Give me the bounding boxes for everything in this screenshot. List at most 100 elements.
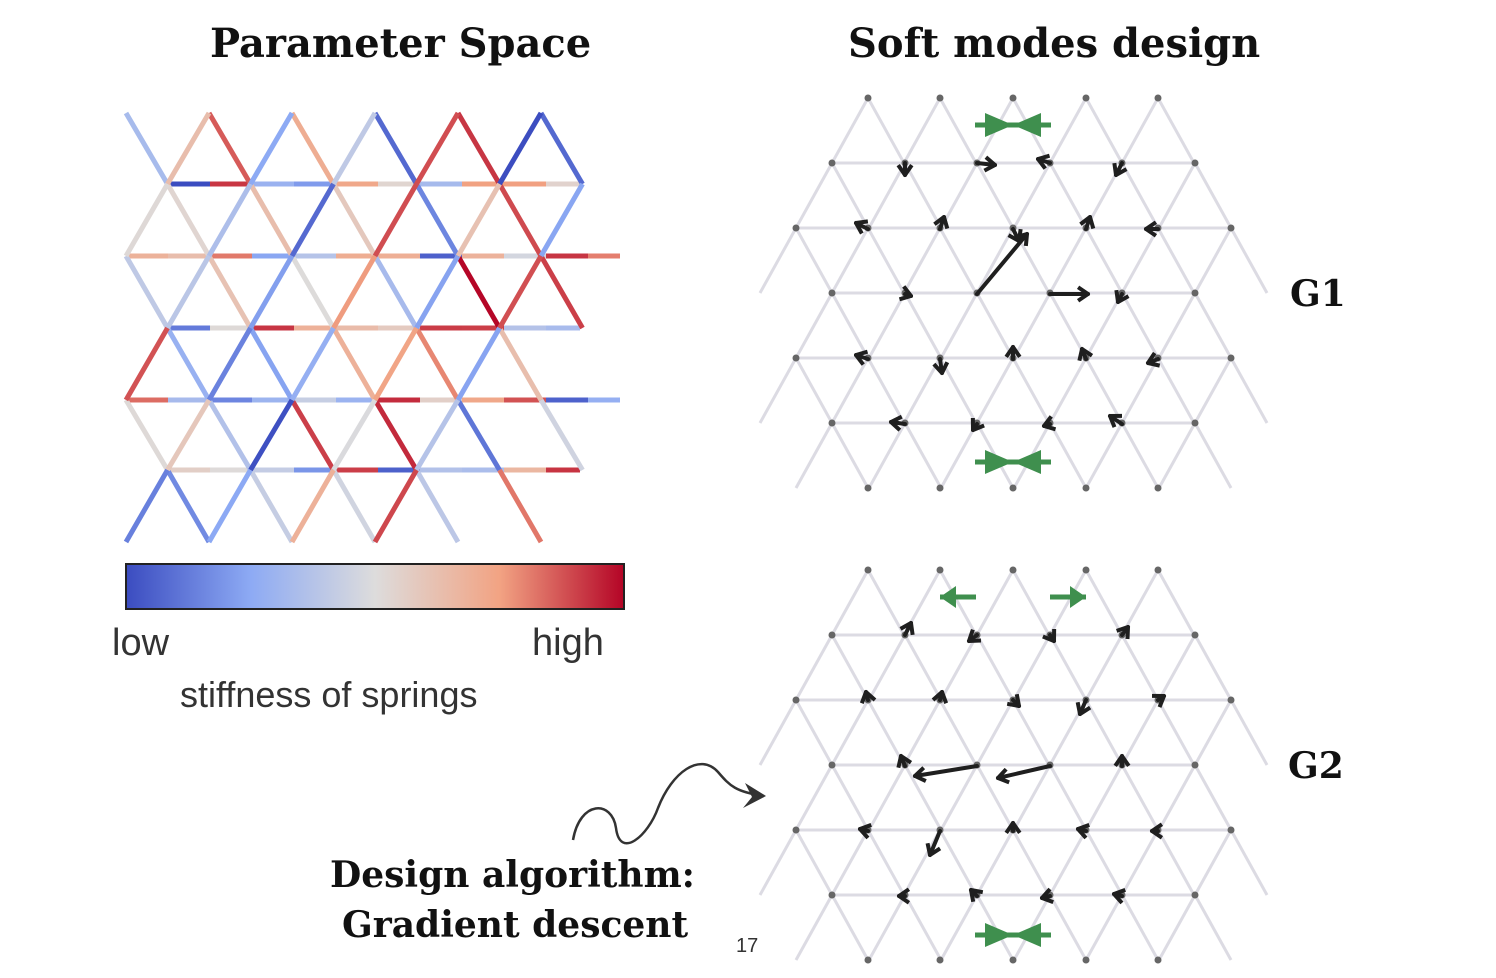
colorbar-high-label: high bbox=[532, 622, 604, 664]
bond bbox=[1048, 357, 1088, 424]
bond bbox=[1120, 569, 1160, 636]
node bbox=[1009, 566, 1017, 574]
bond bbox=[1120, 699, 1160, 766]
stiffness-bond bbox=[455, 182, 502, 258]
bond bbox=[1229, 699, 1269, 766]
stiffness-bond bbox=[414, 326, 461, 402]
bond bbox=[794, 227, 834, 294]
bond bbox=[1120, 894, 1160, 961]
stiffness-bond bbox=[455, 398, 502, 472]
node bbox=[936, 484, 944, 492]
bond bbox=[794, 292, 834, 359]
colorbar-caption: stiffness of springs bbox=[180, 674, 478, 715]
displacement-arrowhead bbox=[1077, 347, 1094, 362]
boundary-force-arrowhead bbox=[1013, 923, 1041, 947]
displacement-arrowhead bbox=[896, 754, 913, 769]
bond bbox=[1193, 162, 1233, 229]
bond bbox=[1120, 227, 1160, 294]
displacement-arrowhead bbox=[1113, 754, 1131, 768]
displacement-arrowhead bbox=[1040, 887, 1054, 905]
displacement-arrowhead bbox=[1108, 413, 1123, 428]
displacement-arrowhead bbox=[1076, 822, 1090, 840]
node bbox=[1082, 956, 1090, 964]
stiffness-bond bbox=[414, 254, 461, 330]
bond bbox=[903, 894, 943, 961]
displacement-arrowhead bbox=[1150, 822, 1164, 840]
stiffness-bond bbox=[206, 468, 253, 544]
displacement-arrowhead bbox=[969, 888, 984, 903]
stiffness-bond bbox=[165, 468, 212, 544]
displacement-arrowhead bbox=[1146, 351, 1161, 368]
displacement-arrow bbox=[913, 764, 979, 778]
node bbox=[864, 94, 872, 102]
bond bbox=[939, 422, 979, 489]
stiffness-bond bbox=[414, 111, 461, 186]
node bbox=[828, 419, 836, 427]
stiffness-bond bbox=[455, 326, 502, 402]
bond bbox=[1048, 97, 1088, 164]
stiffness-bond bbox=[248, 398, 295, 472]
node bbox=[1154, 566, 1162, 574]
bond bbox=[1120, 357, 1160, 424]
node bbox=[1082, 484, 1090, 492]
stiffness-bond bbox=[331, 468, 378, 544]
bond bbox=[903, 292, 943, 359]
bond bbox=[1157, 764, 1197, 831]
bond bbox=[1084, 894, 1124, 961]
stiffness-bond bbox=[414, 398, 461, 472]
bond bbox=[1048, 162, 1088, 229]
bond bbox=[1011, 569, 1051, 636]
bond bbox=[1084, 829, 1124, 896]
displacement-arrowhead bbox=[854, 349, 869, 366]
node bbox=[864, 956, 872, 964]
stiffness-bond bbox=[248, 254, 295, 330]
stiffness-bond bbox=[123, 398, 170, 472]
bond bbox=[794, 699, 834, 766]
node bbox=[1082, 94, 1090, 102]
node bbox=[1191, 159, 1199, 167]
bond bbox=[903, 162, 943, 229]
bond bbox=[903, 634, 943, 701]
displacement-arrowhead bbox=[897, 887, 911, 905]
bond bbox=[938, 699, 978, 766]
bond bbox=[867, 292, 907, 359]
node bbox=[1154, 484, 1162, 492]
bond bbox=[1156, 699, 1196, 766]
design-algorithm-line1: Design algorithm: bbox=[330, 854, 695, 896]
bond bbox=[830, 699, 870, 766]
displacement-arrow bbox=[928, 829, 942, 857]
bond bbox=[938, 97, 978, 164]
boundary-force-arrowhead bbox=[985, 113, 1013, 137]
stiffness-bond bbox=[497, 182, 544, 258]
displacement-arrowhead bbox=[1042, 628, 1057, 643]
bond bbox=[866, 569, 906, 636]
bond bbox=[1048, 764, 1088, 831]
displacement-arrowhead bbox=[1036, 153, 1051, 170]
boundary-force-arrowhead bbox=[985, 450, 1013, 474]
bond bbox=[939, 764, 979, 831]
bond bbox=[902, 699, 942, 766]
stiffness-bond bbox=[248, 111, 295, 186]
bond bbox=[1157, 162, 1197, 229]
bond bbox=[1084, 422, 1124, 489]
displacement-arrowhead bbox=[933, 215, 950, 230]
bond bbox=[758, 357, 798, 424]
displacement-arrowhead bbox=[970, 417, 985, 432]
bond bbox=[830, 764, 870, 831]
bond bbox=[1048, 634, 1088, 701]
stiffness-bond bbox=[414, 468, 461, 544]
bond bbox=[867, 634, 907, 701]
stiffness-bond bbox=[206, 182, 253, 258]
bond bbox=[903, 764, 943, 831]
bond bbox=[1012, 764, 1052, 831]
stiffness-bond bbox=[206, 254, 253, 330]
node bbox=[792, 224, 800, 232]
stiffness-network bbox=[123, 111, 620, 544]
stiffness-bond bbox=[331, 111, 378, 186]
bond bbox=[1193, 227, 1233, 294]
node bbox=[792, 826, 800, 834]
bond bbox=[939, 634, 979, 701]
colorbar-low-label: low bbox=[112, 622, 170, 664]
stiffness-bond bbox=[497, 254, 544, 330]
bond bbox=[866, 227, 906, 294]
